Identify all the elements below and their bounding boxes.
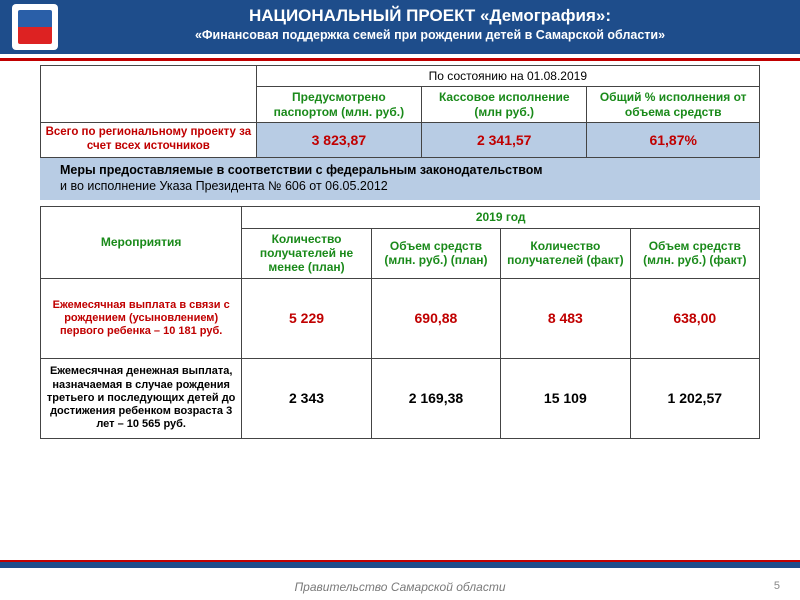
summary-blank-cell [41, 66, 257, 123]
events-col-plan-sum: Объем средств (млн. руб.) (план) [371, 228, 500, 278]
summary-col-pct: Общий % исполнения от объема средств [587, 87, 760, 123]
measures-line2: и во исполнение Указа Президента № 606 о… [60, 179, 388, 193]
events-row2-v3: 15 109 [501, 358, 630, 438]
measures-banner: Меры предоставляемые в соответствии с фе… [40, 158, 760, 201]
summary-val-passport: 3 823,87 [256, 123, 421, 158]
events-year-header: 2019 год [242, 207, 760, 228]
events-col-plan-count: Количество получателей не менее (план) [242, 228, 371, 278]
header-subtitle: «Финансовая поддержка семей при рождении… [70, 28, 790, 42]
region-emblem [12, 4, 58, 50]
events-row-first-child: Ежемесячная выплата в связи с рождением … [41, 278, 760, 358]
events-row2-label: Ежемесячная денежная выплата, назначаема… [41, 358, 242, 438]
events-col-fact-sum: Объем средств (млн. руб.) (факт) [630, 228, 759, 278]
summary-col-passport: Предусмотрено паспортом (млн. руб.) [256, 87, 421, 123]
events-row2-v2: 2 169,38 [371, 358, 500, 438]
events-row-third-child: Ежемесячная денежная выплата, назначаема… [41, 358, 760, 438]
events-row2-v1: 2 343 [242, 358, 371, 438]
summary-date-header: По состоянию на 01.08.2019 [256, 66, 759, 87]
summary-col-cash: Кассовое исполнение (млн руб.) [422, 87, 587, 123]
summary-val-cash: 2 341,57 [422, 123, 587, 158]
events-col-fact-count: Количество получателей (факт) [501, 228, 630, 278]
summary-table: По состоянию на 01.08.2019 Предусмотрено… [40, 65, 760, 158]
events-row1-v2: 690,88 [371, 278, 500, 358]
slide-header: НАЦИОНАЛЬНЫЙ ПРОЕКТ «Демография»: «Финан… [0, 0, 800, 54]
footer-accent-bar [0, 560, 800, 568]
events-col-name: Мероприятия [41, 207, 242, 279]
summary-row-label: Всего по региональному проекту за счет в… [41, 123, 257, 158]
events-table: Мероприятия 2019 год Количество получате… [40, 206, 760, 439]
content-area: По состоянию на 01.08.2019 Предусмотрено… [0, 61, 800, 439]
measures-line1: Меры предоставляемые в соответствии с фе… [60, 163, 543, 177]
events-row1-label: Ежемесячная выплата в связи с рождением … [41, 278, 242, 358]
events-row1-v3: 8 483 [501, 278, 630, 358]
events-row1-v1: 5 229 [242, 278, 371, 358]
summary-val-pct: 61,87% [587, 123, 760, 158]
events-row1-v4: 638,00 [630, 278, 759, 358]
header-title: НАЦИОНАЛЬНЫЙ ПРОЕКТ «Демография»: [70, 6, 790, 26]
events-row2-v4: 1 202,57 [630, 358, 759, 438]
emblem-shield-icon [18, 10, 52, 44]
page-number: 5 [774, 580, 780, 592]
footer-text: Правительство Самарской области [0, 580, 800, 594]
